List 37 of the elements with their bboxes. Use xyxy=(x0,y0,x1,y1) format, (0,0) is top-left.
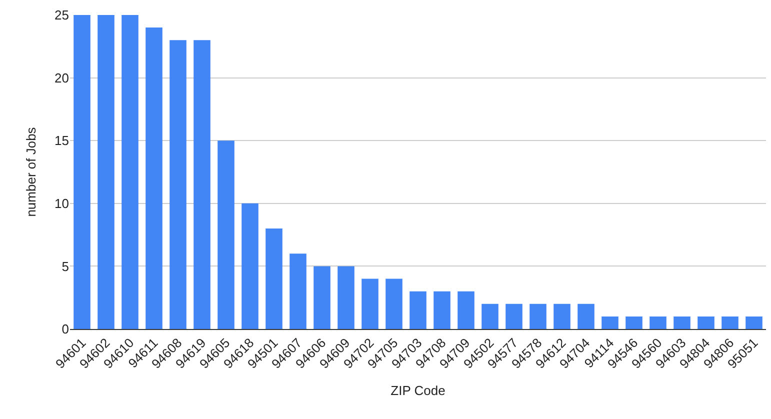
bar xyxy=(650,316,666,329)
bar xyxy=(122,15,138,329)
bar xyxy=(674,316,690,329)
y-tick-label: 15 xyxy=(54,133,69,148)
bar xyxy=(98,15,114,329)
bar xyxy=(578,304,594,329)
bar xyxy=(482,304,498,329)
bar xyxy=(290,254,306,329)
y-tick-label: 25 xyxy=(54,8,69,23)
x-axis-title: ZIP Code xyxy=(390,382,446,398)
bar xyxy=(146,28,162,329)
bar xyxy=(170,40,186,329)
y-tick-label: 0 xyxy=(62,322,69,337)
bar xyxy=(530,304,546,329)
bar xyxy=(458,291,474,329)
bar xyxy=(722,316,738,329)
bar xyxy=(506,304,522,329)
bar xyxy=(434,291,450,329)
bar xyxy=(266,228,282,329)
y-tick-label: 10 xyxy=(54,196,69,211)
bar xyxy=(746,316,762,329)
bar xyxy=(554,304,570,329)
y-tick-label: 20 xyxy=(54,70,69,86)
bar xyxy=(698,316,714,329)
bar xyxy=(194,40,210,329)
bar xyxy=(626,316,642,329)
bar xyxy=(314,266,330,329)
bar xyxy=(218,140,234,329)
y-tick-label: 5 xyxy=(62,258,69,274)
bar xyxy=(362,278,378,329)
bar xyxy=(74,15,90,329)
bar xyxy=(242,203,258,329)
bar xyxy=(602,316,618,329)
y-axis-title: number of Jobs xyxy=(23,126,38,217)
bar xyxy=(410,291,426,329)
bar xyxy=(386,278,402,329)
bar xyxy=(338,266,354,329)
